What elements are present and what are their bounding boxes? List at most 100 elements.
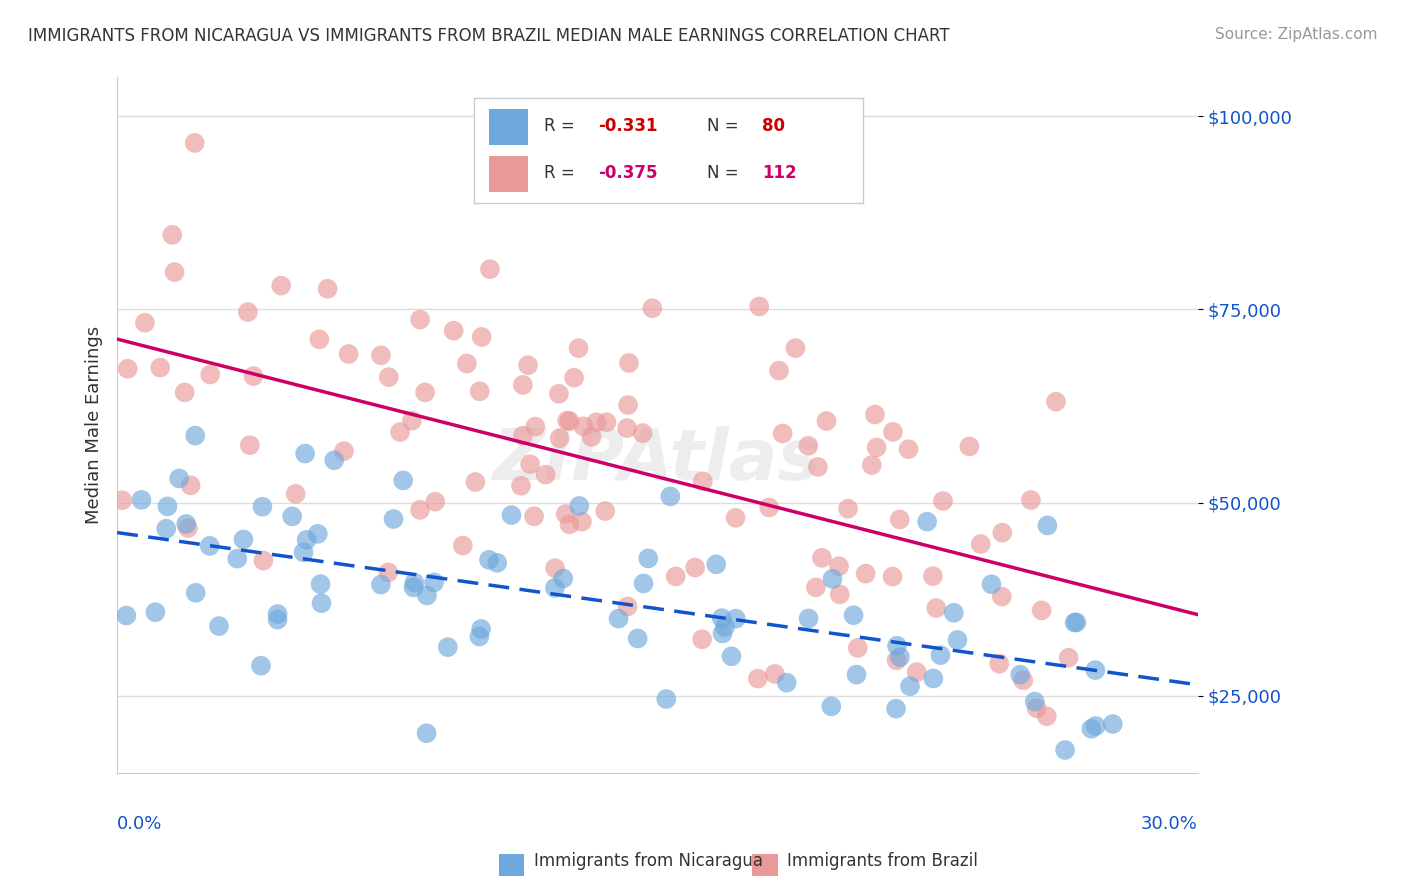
Point: [382, 512, 405, 526]
Point: [617, 398, 640, 412]
Point: [200, 368, 222, 382]
Point: [616, 421, 638, 435]
Point: [711, 626, 734, 640]
Point: [758, 500, 780, 515]
Text: IMMIGRANTS FROM NICARAGUA VS IMMIGRANTS FROM BRAZIL MEDIAN MALE EARNINGS CORRELA: IMMIGRANTS FROM NICARAGUA VS IMMIGRANTS …: [28, 27, 949, 45]
Point: [464, 475, 486, 489]
Point: [776, 675, 799, 690]
Point: [163, 265, 186, 279]
Point: [534, 467, 557, 482]
Point: [617, 356, 640, 370]
Point: [517, 358, 540, 372]
Point: [991, 590, 1014, 604]
Point: [292, 545, 315, 559]
Point: [860, 458, 883, 472]
Point: [846, 640, 869, 655]
Point: [821, 572, 844, 586]
Point: [572, 419, 595, 434]
Point: [845, 667, 868, 681]
Point: [451, 539, 474, 553]
Point: [252, 500, 274, 514]
Point: [266, 613, 288, 627]
Point: [1010, 667, 1032, 681]
Point: [922, 672, 945, 686]
Point: [558, 517, 581, 532]
Point: [1045, 394, 1067, 409]
Point: [501, 508, 523, 522]
Text: Immigrants from Nicaragua: Immigrants from Nicaragua: [534, 852, 763, 870]
Point: [1025, 701, 1047, 715]
Point: [1024, 695, 1046, 709]
Text: Source: ZipAtlas.com: Source: ZipAtlas.com: [1215, 27, 1378, 42]
Point: [1101, 717, 1123, 731]
Point: [616, 599, 638, 614]
Point: [184, 428, 207, 442]
Point: [512, 428, 534, 442]
Point: [724, 511, 747, 525]
Point: [915, 515, 938, 529]
Point: [1084, 719, 1107, 733]
Point: [631, 426, 654, 441]
Point: [370, 348, 392, 362]
Point: [772, 426, 794, 441]
Point: [562, 370, 585, 384]
Point: [180, 478, 202, 492]
Point: [270, 278, 292, 293]
Point: [593, 504, 616, 518]
Point: [486, 556, 509, 570]
Point: [558, 414, 581, 428]
Point: [415, 726, 437, 740]
Point: [889, 650, 911, 665]
Point: [1084, 663, 1107, 677]
Point: [882, 425, 904, 439]
Point: [1012, 673, 1035, 688]
Point: [236, 305, 259, 319]
Point: [815, 414, 838, 428]
Point: [309, 577, 332, 591]
Point: [555, 413, 578, 427]
Point: [239, 438, 262, 452]
Text: 30.0%: 30.0%: [1142, 815, 1198, 833]
Point: [905, 665, 928, 680]
Point: [523, 509, 546, 524]
Point: [855, 566, 877, 581]
Point: [389, 425, 412, 439]
Point: [637, 551, 659, 566]
Point: [659, 489, 682, 503]
Point: [478, 553, 501, 567]
Point: [1019, 493, 1042, 508]
Point: [470, 622, 492, 636]
Text: Immigrants from Brazil: Immigrants from Brazil: [787, 852, 979, 870]
Point: [184, 136, 207, 150]
Point: [512, 378, 534, 392]
Point: [797, 439, 820, 453]
Point: [980, 577, 1002, 591]
Text: ZIPAtlas: ZIPAtlas: [494, 425, 823, 494]
Point: [828, 559, 851, 574]
Point: [969, 537, 991, 551]
Point: [413, 385, 436, 400]
Point: [337, 347, 360, 361]
Y-axis label: Median Male Earnings: Median Male Earnings: [86, 326, 103, 524]
Point: [524, 419, 547, 434]
Point: [837, 501, 859, 516]
Point: [946, 632, 969, 647]
Point: [370, 577, 392, 591]
Point: [409, 503, 432, 517]
Point: [266, 607, 288, 621]
Point: [456, 357, 478, 371]
Point: [409, 312, 432, 326]
Point: [804, 580, 827, 594]
Point: [710, 611, 733, 625]
Point: [134, 316, 156, 330]
Point: [167, 471, 190, 485]
Point: [1035, 709, 1057, 723]
Point: [392, 474, 415, 488]
Point: [333, 444, 356, 458]
Point: [226, 551, 249, 566]
Point: [897, 442, 920, 457]
Point: [991, 525, 1014, 540]
Point: [567, 341, 589, 355]
Point: [131, 492, 153, 507]
Point: [416, 589, 439, 603]
